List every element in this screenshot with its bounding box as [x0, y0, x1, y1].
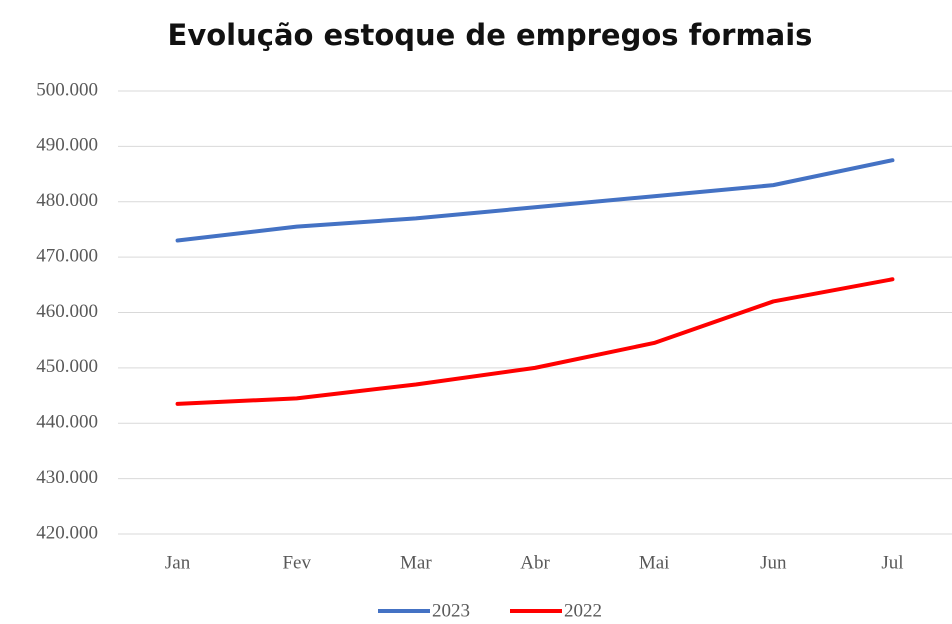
x-tick-label: Jul — [881, 552, 903, 573]
y-tick-label: 490.000 — [36, 135, 98, 156]
line-series — [175, 158, 895, 243]
x-tick-label: Mai — [639, 552, 670, 573]
legend-label: 2022 — [564, 600, 602, 621]
legend-label: 2023 — [432, 600, 470, 621]
y-tick-label: 470.000 — [36, 245, 98, 266]
y-tick-label: 440.000 — [36, 412, 98, 433]
y-tick-label: 480.000 — [36, 190, 98, 211]
y-tick-label: 420.000 — [36, 522, 98, 543]
x-tick-label: Jun — [760, 552, 787, 573]
chart-title: Evolução estoque de empregos formais — [168, 18, 813, 52]
y-tick-label: 500.000 — [36, 79, 98, 100]
y-tick-label: 460.000 — [36, 301, 98, 322]
y-tick-label: 450.000 — [36, 356, 98, 377]
y-tick-label: 430.000 — [36, 467, 98, 488]
x-tick-label: Abr — [520, 552, 550, 573]
x-tick-label: Jan — [165, 552, 191, 573]
x-tick-label: Fev — [282, 552, 311, 573]
x-tick-label: Mar — [400, 552, 432, 573]
line-series — [175, 277, 895, 406]
